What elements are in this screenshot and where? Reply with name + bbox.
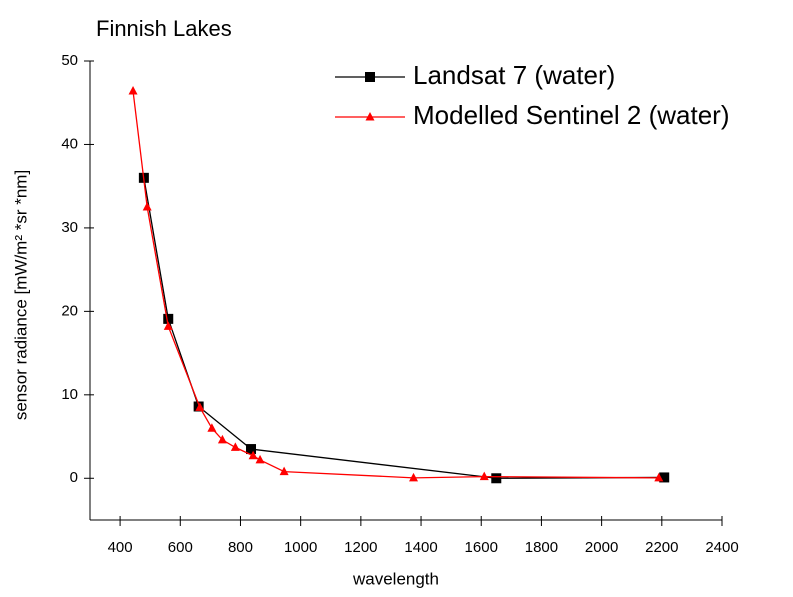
data-point — [248, 450, 258, 460]
legend-label: Landsat 7 (water) — [413, 60, 615, 90]
data-point — [163, 321, 173, 330]
y-axis-label: sensor radiance [mW/m² *sr *nm] — [11, 170, 30, 420]
data-point — [479, 471, 489, 481]
data-point — [142, 202, 152, 211]
data-point — [659, 472, 670, 483]
data-point — [654, 472, 664, 482]
data-point — [230, 442, 240, 451]
chart-title: Finnish Lakes — [96, 16, 232, 41]
series-line — [143, 177, 665, 479]
data-point — [491, 473, 502, 484]
data-point — [207, 423, 217, 432]
x-tick-label: 400 — [108, 539, 133, 556]
legend-label: Modelled Sentinel 2 (water) — [413, 100, 730, 130]
series-line — [132, 90, 659, 479]
data-point — [246, 444, 257, 455]
data-point — [128, 86, 138, 95]
x-axis-label: wavelength — [352, 569, 439, 588]
x-tick-label: 2200 — [645, 539, 678, 556]
x-tick-label: 600 — [168, 539, 193, 556]
y-tick-label: 30 — [61, 219, 78, 236]
x-tick-label: 1600 — [465, 539, 498, 556]
y-tick-label: 20 — [61, 302, 78, 319]
x-tick-label: 800 — [228, 539, 253, 556]
y-tick-label: 10 — [61, 386, 78, 403]
data-point — [217, 434, 227, 444]
y-tick-label: 0 — [70, 469, 78, 486]
y-tick-label: 50 — [61, 52, 78, 69]
data-point — [279, 466, 289, 476]
y-tick-label: 40 — [61, 135, 78, 152]
x-tick-label: 1800 — [525, 539, 558, 556]
data-point — [163, 313, 174, 324]
x-tick-label: 2400 — [705, 539, 738, 556]
x-tick-label: 1000 — [284, 539, 317, 556]
x-tick-label: 1400 — [404, 539, 437, 556]
x-tick-label: 1200 — [344, 539, 377, 556]
data-point — [195, 402, 205, 411]
legend-marker — [365, 72, 375, 82]
data-point — [255, 454, 265, 464]
data-point — [409, 472, 419, 482]
legend-marker — [365, 112, 375, 121]
x-tick-label: 2000 — [585, 539, 618, 556]
